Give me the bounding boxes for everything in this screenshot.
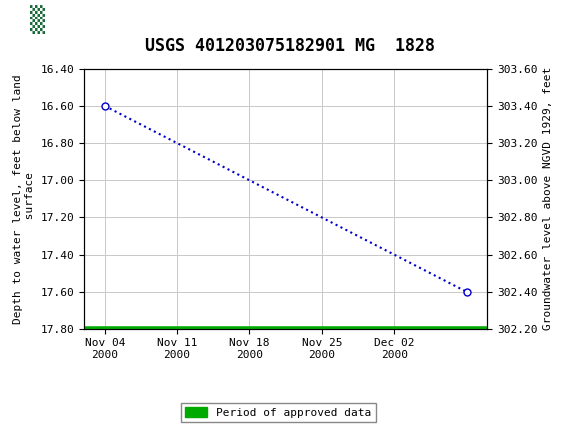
Y-axis label: Depth to water level, feet below land
 surface: Depth to water level, feet below land su… bbox=[13, 74, 35, 324]
Legend: Period of approved data: Period of approved data bbox=[181, 403, 376, 422]
Y-axis label: Groundwater level above NGVD 1929, feet: Groundwater level above NGVD 1929, feet bbox=[543, 67, 553, 331]
Text: USGS 401203075182901 MG  1828: USGS 401203075182901 MG 1828 bbox=[145, 37, 435, 55]
Text: ▒: ▒ bbox=[30, 6, 45, 34]
Text: USGS: USGS bbox=[70, 11, 113, 29]
FancyBboxPatch shape bbox=[12, 6, 64, 34]
